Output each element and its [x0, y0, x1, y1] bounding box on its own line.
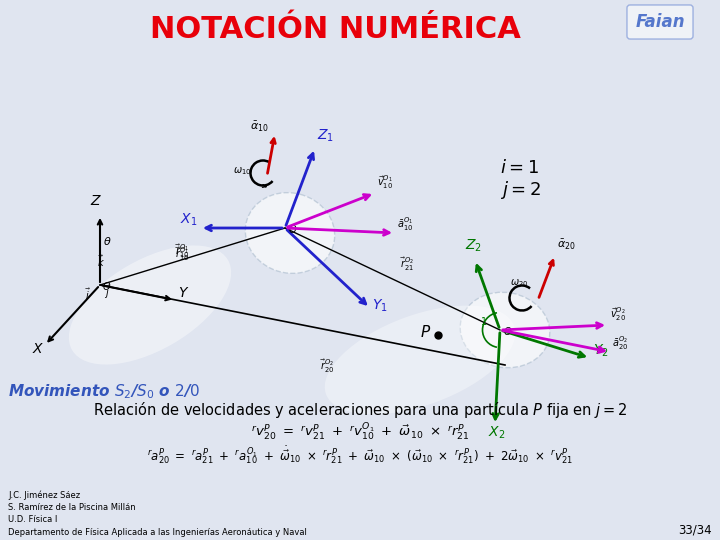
Text: $\omega_{20}$: $\omega_{20}$: [510, 277, 528, 289]
Text: $O$: $O$: [288, 223, 297, 235]
Text: 33/34: 33/34: [678, 523, 712, 537]
Text: $\vec{v}^{O_1}_{10}$: $\vec{v}^{O_1}_{10}$: [377, 173, 393, 191]
Text: $1$: $1$: [480, 315, 487, 327]
Text: $j = 2$: $j = 2$: [500, 179, 541, 201]
Ellipse shape: [69, 246, 231, 364]
Text: Movimiento $S_2$/$S_0$ o $2$/$0$: Movimiento $S_2$/$S_0$ o $2$/$0$: [8, 383, 201, 401]
Text: $Y_2$: $Y_2$: [593, 343, 608, 360]
Text: $Z$: $Z$: [90, 194, 102, 208]
Text: $\omega_{10}$: $\omega_{10}$: [233, 165, 251, 177]
Text: $\vec{r}^{O_2}_{20}$: $\vec{r}^{O_2}_{20}$: [320, 357, 334, 375]
Text: $\vec{r}^{O_2}_{21}$: $\vec{r}^{O_2}_{21}$: [400, 255, 414, 273]
Text: $^r a^P_{20}\ =\ ^r a^P_{21}\ +\ ^r a^{O_1}_{10}\ +\ \dot{\vec{\omega}}_{10}\ \t: $^r a^P_{20}\ =\ ^r a^P_{21}\ +\ ^r a^{O…: [147, 444, 573, 466]
FancyBboxPatch shape: [627, 5, 693, 39]
Text: $\bar{\alpha}_{20}$: $\bar{\alpha}_{20}$: [557, 238, 576, 252]
Text: $\vec{r}^{O_1}_{10}$: $\vec{r}^{O_1}_{10}$: [175, 245, 189, 263]
Text: $X_1$: $X_1$: [180, 212, 197, 228]
Text: $O$: $O$: [102, 280, 112, 292]
Text: $P$: $P$: [420, 324, 431, 340]
Text: $Z_1$: $Z_1$: [317, 128, 334, 144]
Text: $i = 1$: $i = 1$: [500, 159, 539, 177]
Text: $\bar{a}^{O_1}_{10}$: $\bar{a}^{O_1}_{10}$: [397, 215, 413, 233]
Text: $Y_1$: $Y_1$: [372, 298, 388, 314]
Text: Relación de velocidades y aceleraciones para una partícula $P$ fija en $j=2$: Relación de velocidades y aceleraciones …: [93, 400, 627, 420]
Text: NOTACIÓN NUMÉRICA: NOTACIÓN NUMÉRICA: [150, 16, 521, 44]
Text: $X_2$: $X_2$: [488, 425, 505, 441]
Text: $O$: $O$: [503, 325, 513, 337]
Text: $X$: $X$: [32, 342, 45, 356]
Ellipse shape: [460, 292, 550, 368]
Text: $\theta$: $\theta$: [103, 235, 112, 247]
Text: $\vec{r}^{O_1}_{10}$: $\vec{r}^{O_1}_{10}$: [175, 242, 189, 260]
Text: $\bar{\alpha}_{10}$: $\bar{\alpha}_{10}$: [250, 120, 269, 134]
Text: $\vec{j}$: $\vec{j}$: [104, 284, 111, 301]
Text: $\vec{i}$: $\vec{i}$: [85, 287, 91, 302]
Text: $\vec{k}$: $\vec{k}$: [97, 254, 105, 269]
Ellipse shape: [325, 306, 516, 414]
Text: $\bar{a}^{O_2}_{20}$: $\bar{a}^{O_2}_{20}$: [612, 334, 629, 352]
Text: $Y$: $Y$: [178, 286, 189, 300]
Text: $^r v^P_{20}\ =\ ^r v^P_{21}\ +\ ^r v^{O_1}_{10}\ +\ \vec{\omega}_{10}\ \times\ : $^r v^P_{20}\ =\ ^r v^P_{21}\ +\ ^r v^{O…: [251, 421, 469, 443]
Text: J.C. Jiménez Sáez
S. Ramírez de la Piscina Millán
U.D. Física I
Departamento de : J.C. Jiménez Sáez S. Ramírez de la Pisci…: [8, 490, 307, 537]
Text: $Z_2$: $Z_2$: [465, 238, 482, 254]
Ellipse shape: [246, 193, 335, 273]
Text: Faian: Faian: [635, 13, 685, 31]
Text: $\vec{v}^{O_2}_{20}$: $\vec{v}^{O_2}_{20}$: [610, 305, 626, 323]
